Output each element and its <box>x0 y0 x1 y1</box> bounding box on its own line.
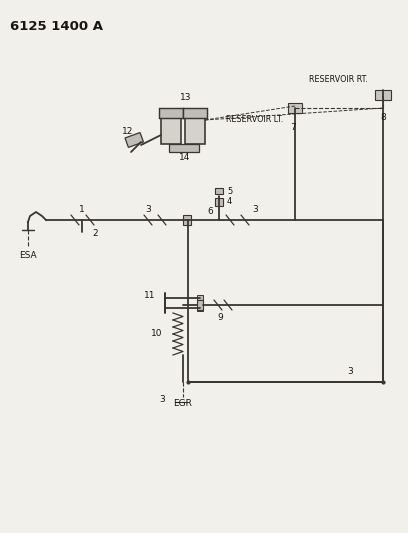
Bar <box>185 116 205 144</box>
Bar <box>375 90 391 100</box>
Text: 6125 1400 A: 6125 1400 A <box>10 20 103 33</box>
Text: 7: 7 <box>290 124 296 133</box>
Bar <box>197 300 203 310</box>
Text: 13: 13 <box>180 93 192 102</box>
Text: 3: 3 <box>159 395 165 405</box>
Bar <box>183 215 191 225</box>
Text: 9: 9 <box>217 312 223 321</box>
Text: 12: 12 <box>122 127 134 136</box>
Text: EGR: EGR <box>173 400 193 408</box>
Text: 8: 8 <box>380 114 386 123</box>
Bar <box>215 198 223 206</box>
Text: 3: 3 <box>145 206 151 214</box>
Text: 14: 14 <box>179 152 191 161</box>
Text: 1: 1 <box>79 206 85 214</box>
Text: 2: 2 <box>92 230 98 238</box>
Bar <box>183 108 207 118</box>
Text: RESERVOIR RT.: RESERVOIR RT. <box>309 76 368 85</box>
Text: 10: 10 <box>151 329 162 338</box>
Text: 3: 3 <box>347 367 353 376</box>
Text: 5: 5 <box>227 187 232 196</box>
Text: 4: 4 <box>227 198 232 206</box>
Bar <box>215 188 223 194</box>
Text: 3: 3 <box>252 206 258 214</box>
Text: 6: 6 <box>207 206 213 215</box>
Text: ESA: ESA <box>19 251 37 260</box>
Bar <box>161 116 181 144</box>
Text: RESERVOIR LT.: RESERVOIR LT. <box>226 116 283 125</box>
Bar <box>288 103 302 113</box>
Text: 11: 11 <box>144 290 155 300</box>
Bar <box>169 144 199 152</box>
Bar <box>125 133 144 148</box>
Bar <box>197 295 203 311</box>
Bar <box>159 108 183 118</box>
